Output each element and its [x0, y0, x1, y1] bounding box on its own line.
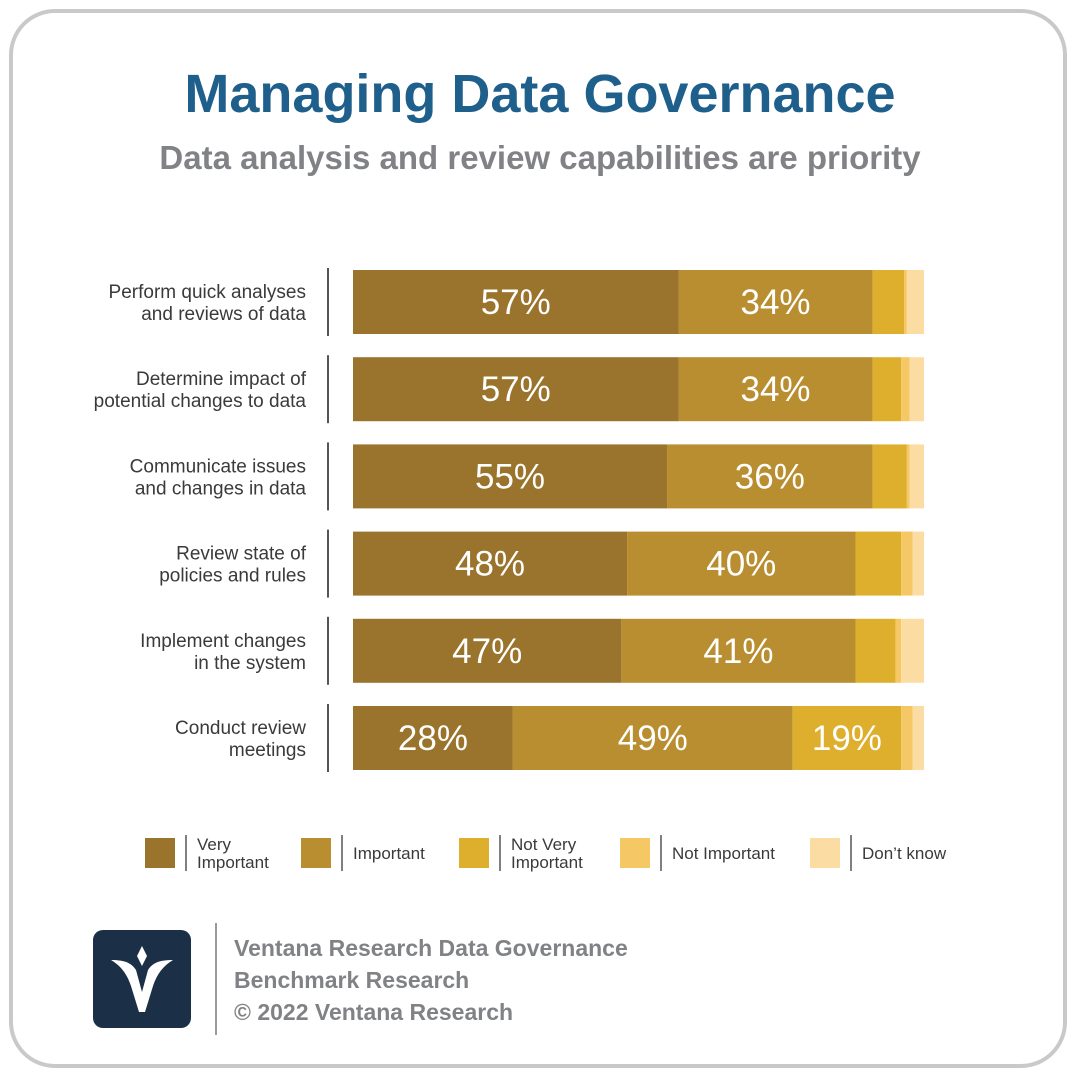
data-label: 57% [481, 283, 551, 322]
bar-segment [353, 357, 679, 422]
data-label: 48% [455, 545, 525, 584]
legend-label-line: Not Important [672, 844, 775, 863]
legend-swatch [145, 838, 175, 868]
data-label: 34% [741, 370, 811, 409]
legend-label-line: Not Very [511, 835, 577, 854]
category-label: Conduct review meetings [175, 718, 306, 761]
bar-segment [678, 357, 873, 422]
legend-label: Don’t know [862, 844, 947, 863]
bar-segment [906, 270, 924, 334]
category-label: Communicate issues and changes in data [130, 456, 307, 499]
legend-label-line: Don’t know [862, 844, 947, 863]
bar-segment [909, 444, 924, 509]
bar-segment [353, 706, 513, 770]
bar-segment [353, 270, 679, 334]
bar-segment [906, 444, 910, 509]
bar-segment [792, 706, 902, 770]
category-label-line: Conduct review [175, 718, 306, 739]
chart-title: Managing Data Governance [184, 64, 896, 124]
category-label: Determine impact of potential changes to … [94, 369, 307, 412]
legend-label: Not Important [672, 844, 775, 863]
data-label: 47% [452, 632, 522, 671]
footer-line-2: Benchmark Research [234, 967, 470, 993]
data-label: 57% [481, 370, 551, 409]
legend-swatch [620, 838, 650, 868]
data-label: 41% [703, 632, 773, 671]
bar-segment [512, 706, 793, 770]
category-label: Implement changes in the system [140, 631, 306, 674]
legend-swatch [459, 838, 489, 868]
bar-segment [667, 444, 873, 509]
data-label: 55% [475, 457, 545, 496]
category-label-line: Communicate issues [130, 456, 306, 477]
category-label-line: and reviews of data [141, 304, 306, 325]
bar-segment [353, 618, 622, 683]
category-label-line: Review state of [176, 544, 307, 565]
category-label-line: and changes in data [135, 478, 307, 499]
bar-segment [901, 531, 913, 596]
bar-segment [855, 618, 896, 683]
category-label: Perform quick analyses and reviews of dat… [109, 282, 307, 325]
footer-divider [215, 923, 217, 1035]
data-label: 40% [706, 545, 776, 584]
data-label: 28% [398, 719, 468, 758]
bar-segment [912, 706, 924, 770]
bar-segment [627, 531, 856, 596]
category-label-line: in the system [194, 653, 306, 674]
ventana-logo-icon [111, 946, 173, 1012]
bar-segment [904, 270, 907, 334]
legend-label-line: Important [197, 853, 269, 872]
legend-label: Important [353, 844, 425, 863]
bar-segment [353, 444, 668, 509]
category-label-line: meetings [229, 740, 306, 761]
bar-segment [901, 618, 924, 683]
chart-subtitle: Data analysis and review capabilities ar… [159, 139, 921, 176]
bar-segment [912, 531, 924, 596]
footer-line-3: © 2022 Ventana Research [234, 999, 514, 1025]
bar-segment [872, 444, 907, 509]
category-label: Review state of policies and rules [159, 544, 307, 587]
data-label: 36% [735, 457, 805, 496]
legend-label-line: Important [353, 844, 425, 863]
bar-segment [678, 270, 873, 334]
bar-segment [872, 357, 902, 422]
bar-segment [909, 357, 924, 422]
ventana-logo [93, 930, 191, 1028]
legend-label-line: Important [511, 853, 583, 872]
bar-segment [855, 531, 902, 596]
bar-segment [872, 270, 905, 334]
data-label: 49% [618, 719, 688, 758]
bar-segment [901, 706, 913, 770]
category-label-line: potential changes to data [94, 391, 307, 412]
data-label: 34% [741, 283, 811, 322]
legend-swatch [810, 838, 840, 868]
bar-segment [901, 357, 910, 422]
category-label-line: Implement changes [140, 631, 306, 652]
category-label-line: Determine impact of [136, 369, 307, 390]
stacked-bar-chart: Perform quick analyses and reviews of dat… [94, 268, 947, 872]
bar-segment [895, 618, 902, 683]
legend-label: Very Important [197, 835, 269, 872]
footer-credits: Ventana Research Data Governance Benchma… [234, 932, 628, 1028]
bar-segment [353, 531, 628, 596]
legend-label-line: Very [197, 835, 232, 854]
legend-label: Not Very Important [511, 835, 583, 872]
data-label: 19% [812, 719, 882, 758]
footer-line-1: Ventana Research Data Governance [234, 935, 628, 961]
category-label-line: Perform quick analyses [109, 282, 306, 303]
category-label-line: policies and rules [159, 566, 306, 587]
legend-swatch [301, 838, 331, 868]
bar-segment [621, 618, 856, 683]
